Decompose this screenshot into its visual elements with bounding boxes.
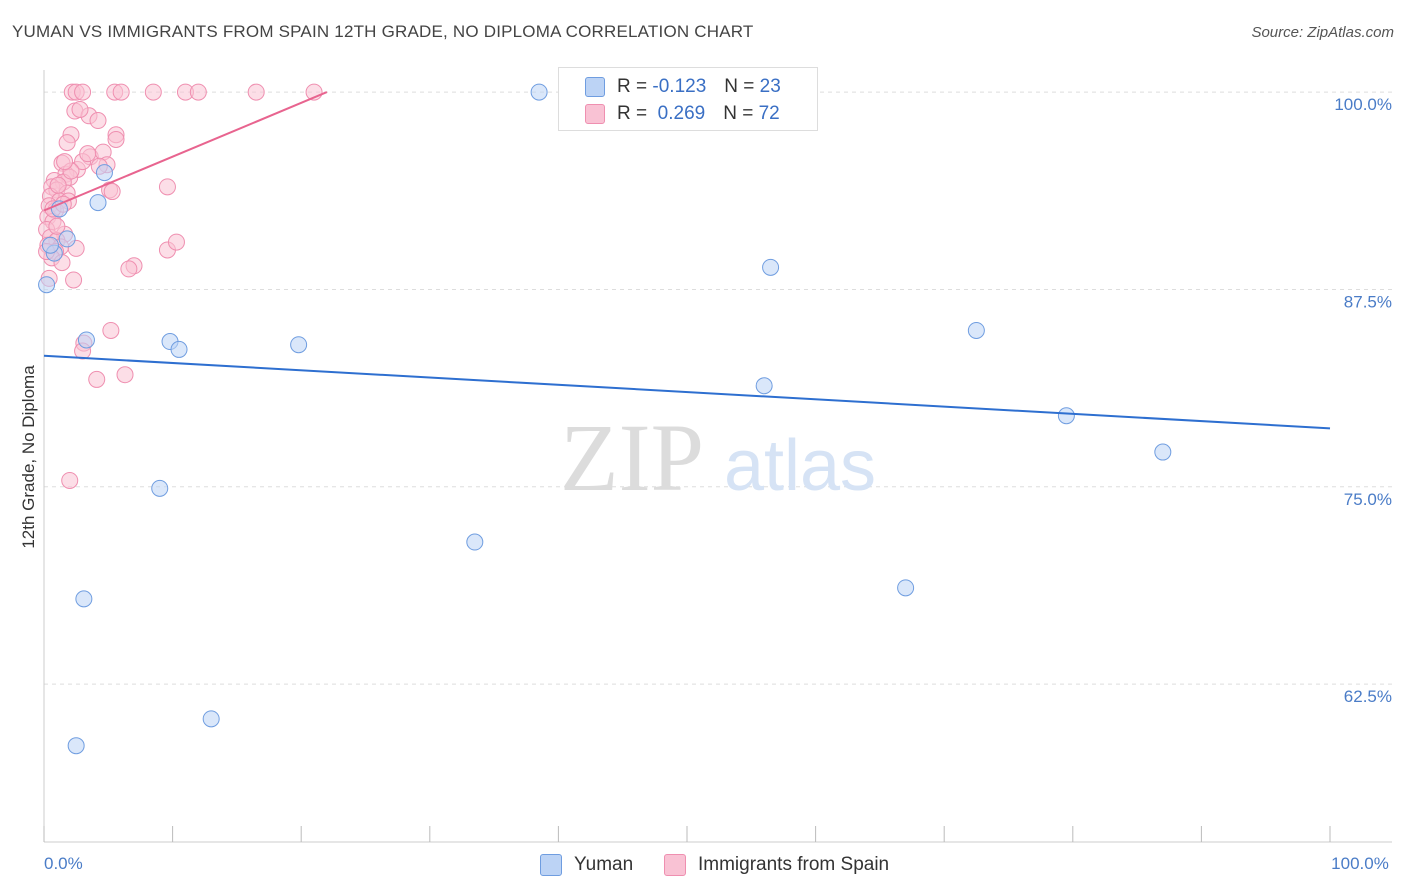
spain-point	[58, 134, 76, 152]
yuman-point	[38, 276, 56, 294]
spain-point	[103, 183, 121, 201]
spain-point	[88, 370, 106, 388]
yuman-point	[530, 83, 548, 101]
yuman-trend-line	[43, 354, 1331, 430]
chart-title: YUMAN VS IMMIGRANTS FROM SPAIN 12TH GRAD…	[12, 22, 754, 41]
yuman-point	[290, 336, 308, 354]
y-tick-label: 75.0%	[1344, 490, 1392, 509]
spain-point	[71, 100, 89, 118]
yuman-point	[58, 230, 76, 248]
spain-point	[56, 153, 74, 171]
spain-point	[49, 176, 67, 194]
spain-trend-line	[43, 91, 328, 212]
yuman-legend-label: Yuman	[574, 854, 634, 875]
yuman-swatch	[585, 77, 605, 97]
watermark-atlas: atlas	[724, 426, 876, 506]
trend-lines	[43, 91, 1331, 430]
yuman-point	[151, 479, 169, 497]
watermark: ZIP atlas	[560, 404, 876, 511]
yuman-point	[75, 590, 93, 608]
legend-row-yuman: R = -0.123 N = 23	[585, 74, 781, 100]
yuman-point	[755, 377, 773, 395]
spain-point	[247, 83, 265, 101]
yuman-point	[41, 236, 59, 254]
spain-point	[189, 83, 207, 101]
spain-point	[61, 471, 79, 489]
spain-point	[107, 130, 125, 148]
yuman-point	[967, 321, 985, 339]
spain-legend-label: Immigrants from Spain	[698, 854, 890, 875]
yuman-point	[466, 533, 484, 551]
spain-point	[116, 366, 134, 384]
bottom-legend-yuman: Yuman	[540, 852, 633, 878]
y-tick-label: 100.0%	[1334, 95, 1392, 114]
yuman-point	[77, 331, 95, 349]
legend-row-spain: R = 0.269 N = 72	[585, 101, 780, 127]
axes	[43, 70, 1392, 843]
bottom-legend-spain: Immigrants from Spain	[664, 852, 889, 878]
yuman-point	[95, 164, 113, 182]
y-axis-title: 12th Grade, No Diploma	[19, 365, 38, 549]
yuman-point	[897, 579, 915, 597]
legend-r-value: -0.123	[652, 76, 707, 97]
spain-point	[74, 83, 92, 101]
correlation-legend: R = -0.123 N = 23 R = 0.269 N = 72	[558, 67, 818, 131]
yuman-point	[762, 258, 780, 276]
yuman-point	[170, 340, 188, 358]
y-tick-label: 87.5%	[1344, 292, 1392, 311]
legend-r-label: R =	[617, 103, 648, 124]
spain-point	[48, 217, 66, 235]
spain-point	[112, 83, 130, 101]
spain-point	[158, 178, 176, 196]
legend-r-value: 0.269	[657, 103, 706, 124]
watermark-zip: ZIP	[560, 404, 704, 511]
yuman-point	[202, 710, 220, 728]
yuman-point	[67, 737, 85, 755]
yuman-point	[89, 194, 107, 212]
spain-point	[79, 145, 97, 163]
spain-point	[89, 112, 107, 130]
yuman-point	[1057, 407, 1075, 425]
legend-n-value: 23	[759, 76, 781, 97]
spain-point	[102, 321, 120, 339]
legend-n-value: 72	[758, 103, 780, 124]
yuman-legend-swatch	[540, 854, 562, 876]
y-tick-label: 62.5%	[1344, 687, 1392, 706]
immigrants-from-spain-points	[38, 83, 323, 489]
spain-swatch	[585, 104, 605, 124]
axis-labels: 100.0% 87.5% 75.0% 62.5% 0.0% 100.0% 12th Grad…	[19, 95, 1392, 873]
yuman-point	[1154, 443, 1172, 461]
legend-n-label: N =	[723, 103, 754, 124]
spain-legend-swatch	[664, 854, 686, 876]
spain-point	[65, 271, 83, 289]
chart-source: Source: ZipAtlas.com	[1251, 24, 1394, 41]
x-tick-label: 0.0%	[44, 854, 83, 873]
legend-n-label: N =	[724, 76, 755, 97]
x-tick-label: 100.0%	[1331, 854, 1389, 873]
gridlines	[44, 91, 1392, 685]
spain-point	[167, 233, 185, 251]
yuman-points	[38, 83, 1172, 755]
spain-point	[120, 260, 138, 278]
legend-r-label: R =	[617, 76, 648, 97]
spain-point	[144, 83, 162, 101]
